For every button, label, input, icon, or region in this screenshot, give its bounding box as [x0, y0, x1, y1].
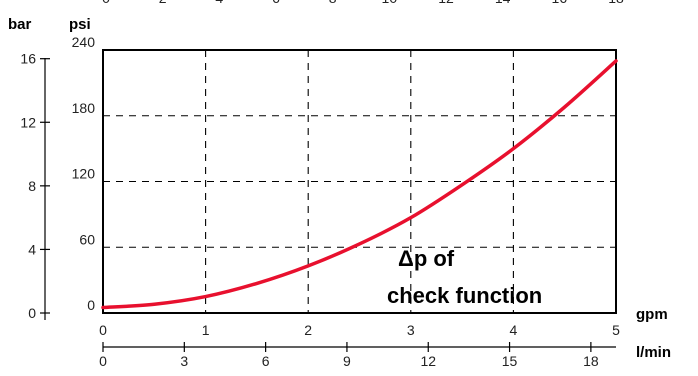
top-axis-tick-labels: 0 2 4 6 8 10 12 14 16 18 [102, 0, 624, 6]
gpm-tick-label: 1 [202, 322, 210, 338]
y-unit-psi: psi [69, 16, 91, 33]
x-unit-lmin: l/min [636, 344, 671, 361]
lmin-tick-label: 12 [420, 353, 436, 369]
top-tick-label-clipped: 14 [495, 0, 511, 6]
top-tick-label-clipped: 2 [159, 0, 167, 6]
lmin-tick-label: 18 [583, 353, 599, 369]
gpm-tick-label: 4 [510, 322, 518, 338]
annotation-line-2: check function [387, 283, 542, 308]
bar-tick-label: 16 [20, 51, 36, 67]
psi-tick-label: 60 [79, 231, 95, 247]
gpm-tick-label: 0 [99, 322, 107, 338]
lmin-tick-label: 6 [262, 353, 270, 369]
lmin-tick-label: 0 [99, 353, 107, 369]
bar-tick-label: 4 [28, 241, 36, 257]
y-unit-bar: bar [8, 16, 32, 33]
psi-tick-label: 240 [72, 34, 96, 50]
x-unit-gpm: gpm [636, 306, 668, 323]
psi-tick-label: 120 [72, 166, 96, 182]
top-tick-label-clipped: 8 [329, 0, 337, 6]
top-tick-label-clipped: 6 [272, 0, 280, 6]
bar-tick-label: 0 [28, 305, 36, 321]
plot-frame [102, 49, 617, 314]
lmin-tick-label: 15 [502, 353, 518, 369]
psi-tick-label: 0 [87, 297, 95, 313]
lmin-axis-ticks: 0 3 6 9 12 15 18 [99, 342, 599, 369]
bar-axis-ticks: 0 4 8 12 16 [20, 51, 50, 321]
gpm-axis-ticks: 0 1 2 3 4 5 [99, 322, 620, 338]
gpm-tick-label: 5 [612, 322, 620, 338]
lmin-tick-label: 9 [343, 353, 351, 369]
gpm-tick-label: 2 [304, 322, 312, 338]
top-tick-label-clipped: 10 [382, 0, 398, 6]
top-tick-label-clipped: 16 [552, 0, 568, 6]
psi-tick-label: 180 [72, 100, 96, 116]
psi-axis-ticks: 0 60 120 180 240 [72, 34, 96, 313]
series-line [101, 59, 618, 310]
top-tick-label-clipped: 4 [215, 0, 223, 6]
bar-tick-label: 8 [28, 178, 36, 194]
top-tick-label-clipped: 0 [102, 0, 110, 6]
lmin-tick-label: 3 [180, 353, 188, 369]
bar-tick-label: 12 [20, 114, 36, 130]
top-tick-label-clipped: 12 [438, 0, 454, 6]
gpm-tick-label: 3 [407, 322, 415, 338]
grid-lines [103, 50, 616, 313]
top-tick-label-clipped: 18 [608, 0, 624, 6]
annotation-line-1: Δp of [398, 246, 455, 271]
